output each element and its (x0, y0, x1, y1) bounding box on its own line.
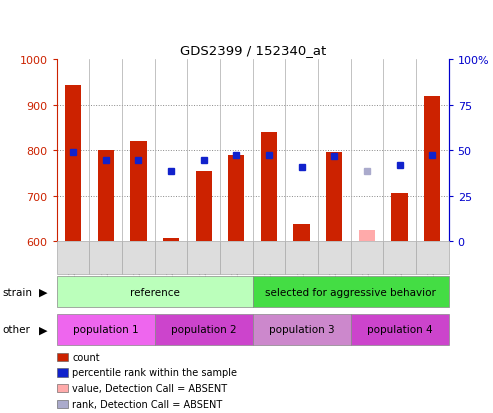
Bar (196, 171, 212, 242)
Bar (391, 194, 408, 242)
Bar (424, 97, 440, 242)
Text: count: count (72, 352, 100, 362)
Text: rank, Detection Call = ABSENT: rank, Detection Call = ABSENT (72, 399, 223, 409)
Text: percentile rank within the sample: percentile rank within the sample (72, 368, 238, 377)
Text: population 2: population 2 (171, 324, 237, 335)
Bar (98, 151, 114, 242)
Text: ▶: ▶ (39, 324, 48, 335)
Bar (261, 133, 277, 242)
Bar (228, 155, 245, 242)
Text: value, Detection Call = ABSENT: value, Detection Call = ABSENT (72, 383, 228, 393)
Text: other: other (2, 324, 31, 335)
Title: GDS2399 / 152340_at: GDS2399 / 152340_at (179, 44, 326, 57)
Text: population 4: population 4 (367, 324, 432, 335)
Text: ▶: ▶ (39, 287, 48, 297)
Text: strain: strain (2, 287, 33, 297)
Bar (130, 142, 146, 242)
Bar (163, 238, 179, 242)
Text: reference: reference (130, 287, 179, 297)
Bar (326, 153, 343, 242)
Bar (359, 230, 375, 242)
Text: population 3: population 3 (269, 324, 334, 335)
Bar (65, 86, 81, 242)
Text: population 1: population 1 (73, 324, 139, 335)
Text: selected for aggressive behavior: selected for aggressive behavior (265, 287, 436, 297)
Bar (293, 224, 310, 242)
